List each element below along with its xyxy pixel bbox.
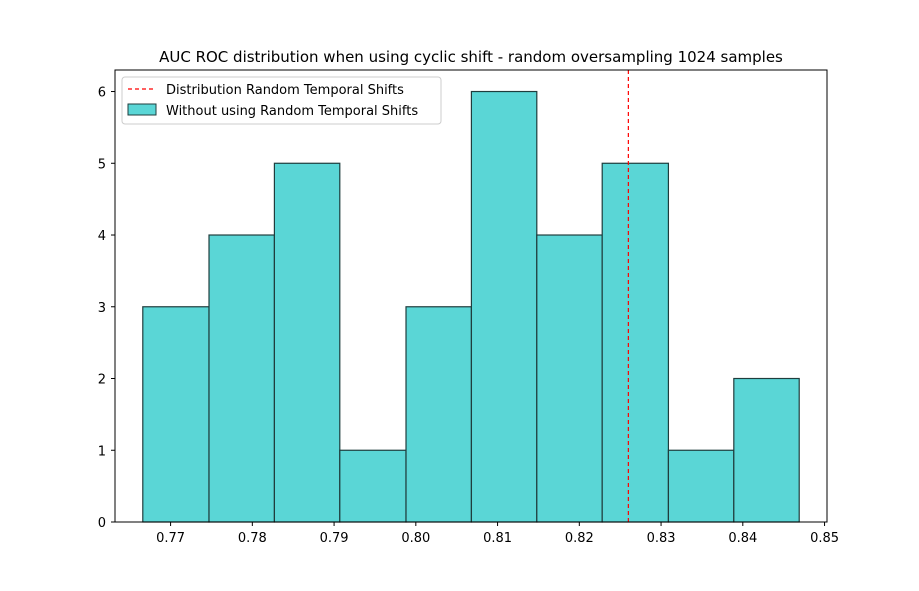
x-tick-label: 0.78 xyxy=(238,531,267,546)
x-tick-label: 0.82 xyxy=(565,531,594,546)
axes-layer: 0.77 0.78 0.79 0.80 0.81 0.82 0.83 0.84 0.85 0 1 2 3… xyxy=(98,69,839,546)
x-tick-label: 0.77 xyxy=(156,531,185,546)
x-tick-label: 0.84 xyxy=(728,531,757,546)
legend-label-histogram: Without using Random Temporal Shifts xyxy=(166,104,418,119)
legend: Distribution Random Temporal Shifts Witho… xyxy=(121,76,442,125)
x-tick-label: 0.80 xyxy=(401,531,430,546)
y-tick-label: 3 xyxy=(98,301,106,316)
histogram-bar-2 xyxy=(208,234,276,523)
histogram-bar-10 xyxy=(733,377,800,523)
y-tick-label: 4 xyxy=(98,229,106,244)
histogram-bar-7 xyxy=(536,234,603,523)
histogram-bar-8 xyxy=(601,162,670,523)
histogram-bar-6 xyxy=(470,90,538,523)
x-tick-label: 0.85 xyxy=(810,531,839,546)
histogram-bar-3 xyxy=(273,162,341,523)
y-tick-label: 2 xyxy=(98,373,106,388)
x-tick-label: 0.83 xyxy=(647,531,676,546)
x-tick-label: 0.81 xyxy=(483,531,512,546)
bars-layer xyxy=(142,90,800,523)
y-tick-label: 1 xyxy=(98,444,106,459)
legend-box xyxy=(121,76,442,125)
y-tick-label: 0 xyxy=(98,516,106,531)
histogram-bar-1 xyxy=(142,306,210,523)
x-tick-label: 0.79 xyxy=(320,531,349,546)
y-tick-label: 5 xyxy=(98,157,106,172)
y-tick-label: 6 xyxy=(98,86,106,101)
histogram-bar-5 xyxy=(405,306,473,523)
histogram-bar-9 xyxy=(667,449,735,523)
histogram-bar-4 xyxy=(339,449,407,523)
legend-patch-icon xyxy=(127,103,157,116)
legend-label-reference: Distribution Random Temporal Shifts xyxy=(166,83,404,98)
chart-title: AUC ROC distribution when using cyclic s… xyxy=(159,48,783,66)
plot-frame xyxy=(114,69,828,523)
